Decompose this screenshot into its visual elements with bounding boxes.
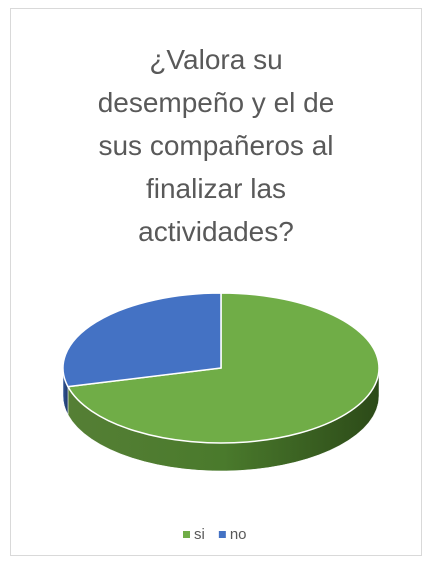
legend-label: si <box>194 526 205 543</box>
pie-slice <box>62 292 222 388</box>
legend-swatch <box>183 531 190 538</box>
chart-title: ¿Valora su desempeño y el de sus compañe… <box>97 44 335 247</box>
legend-label: no <box>230 526 247 543</box>
legend-swatch <box>218 531 226 538</box>
pie-slice <box>66 292 380 444</box>
